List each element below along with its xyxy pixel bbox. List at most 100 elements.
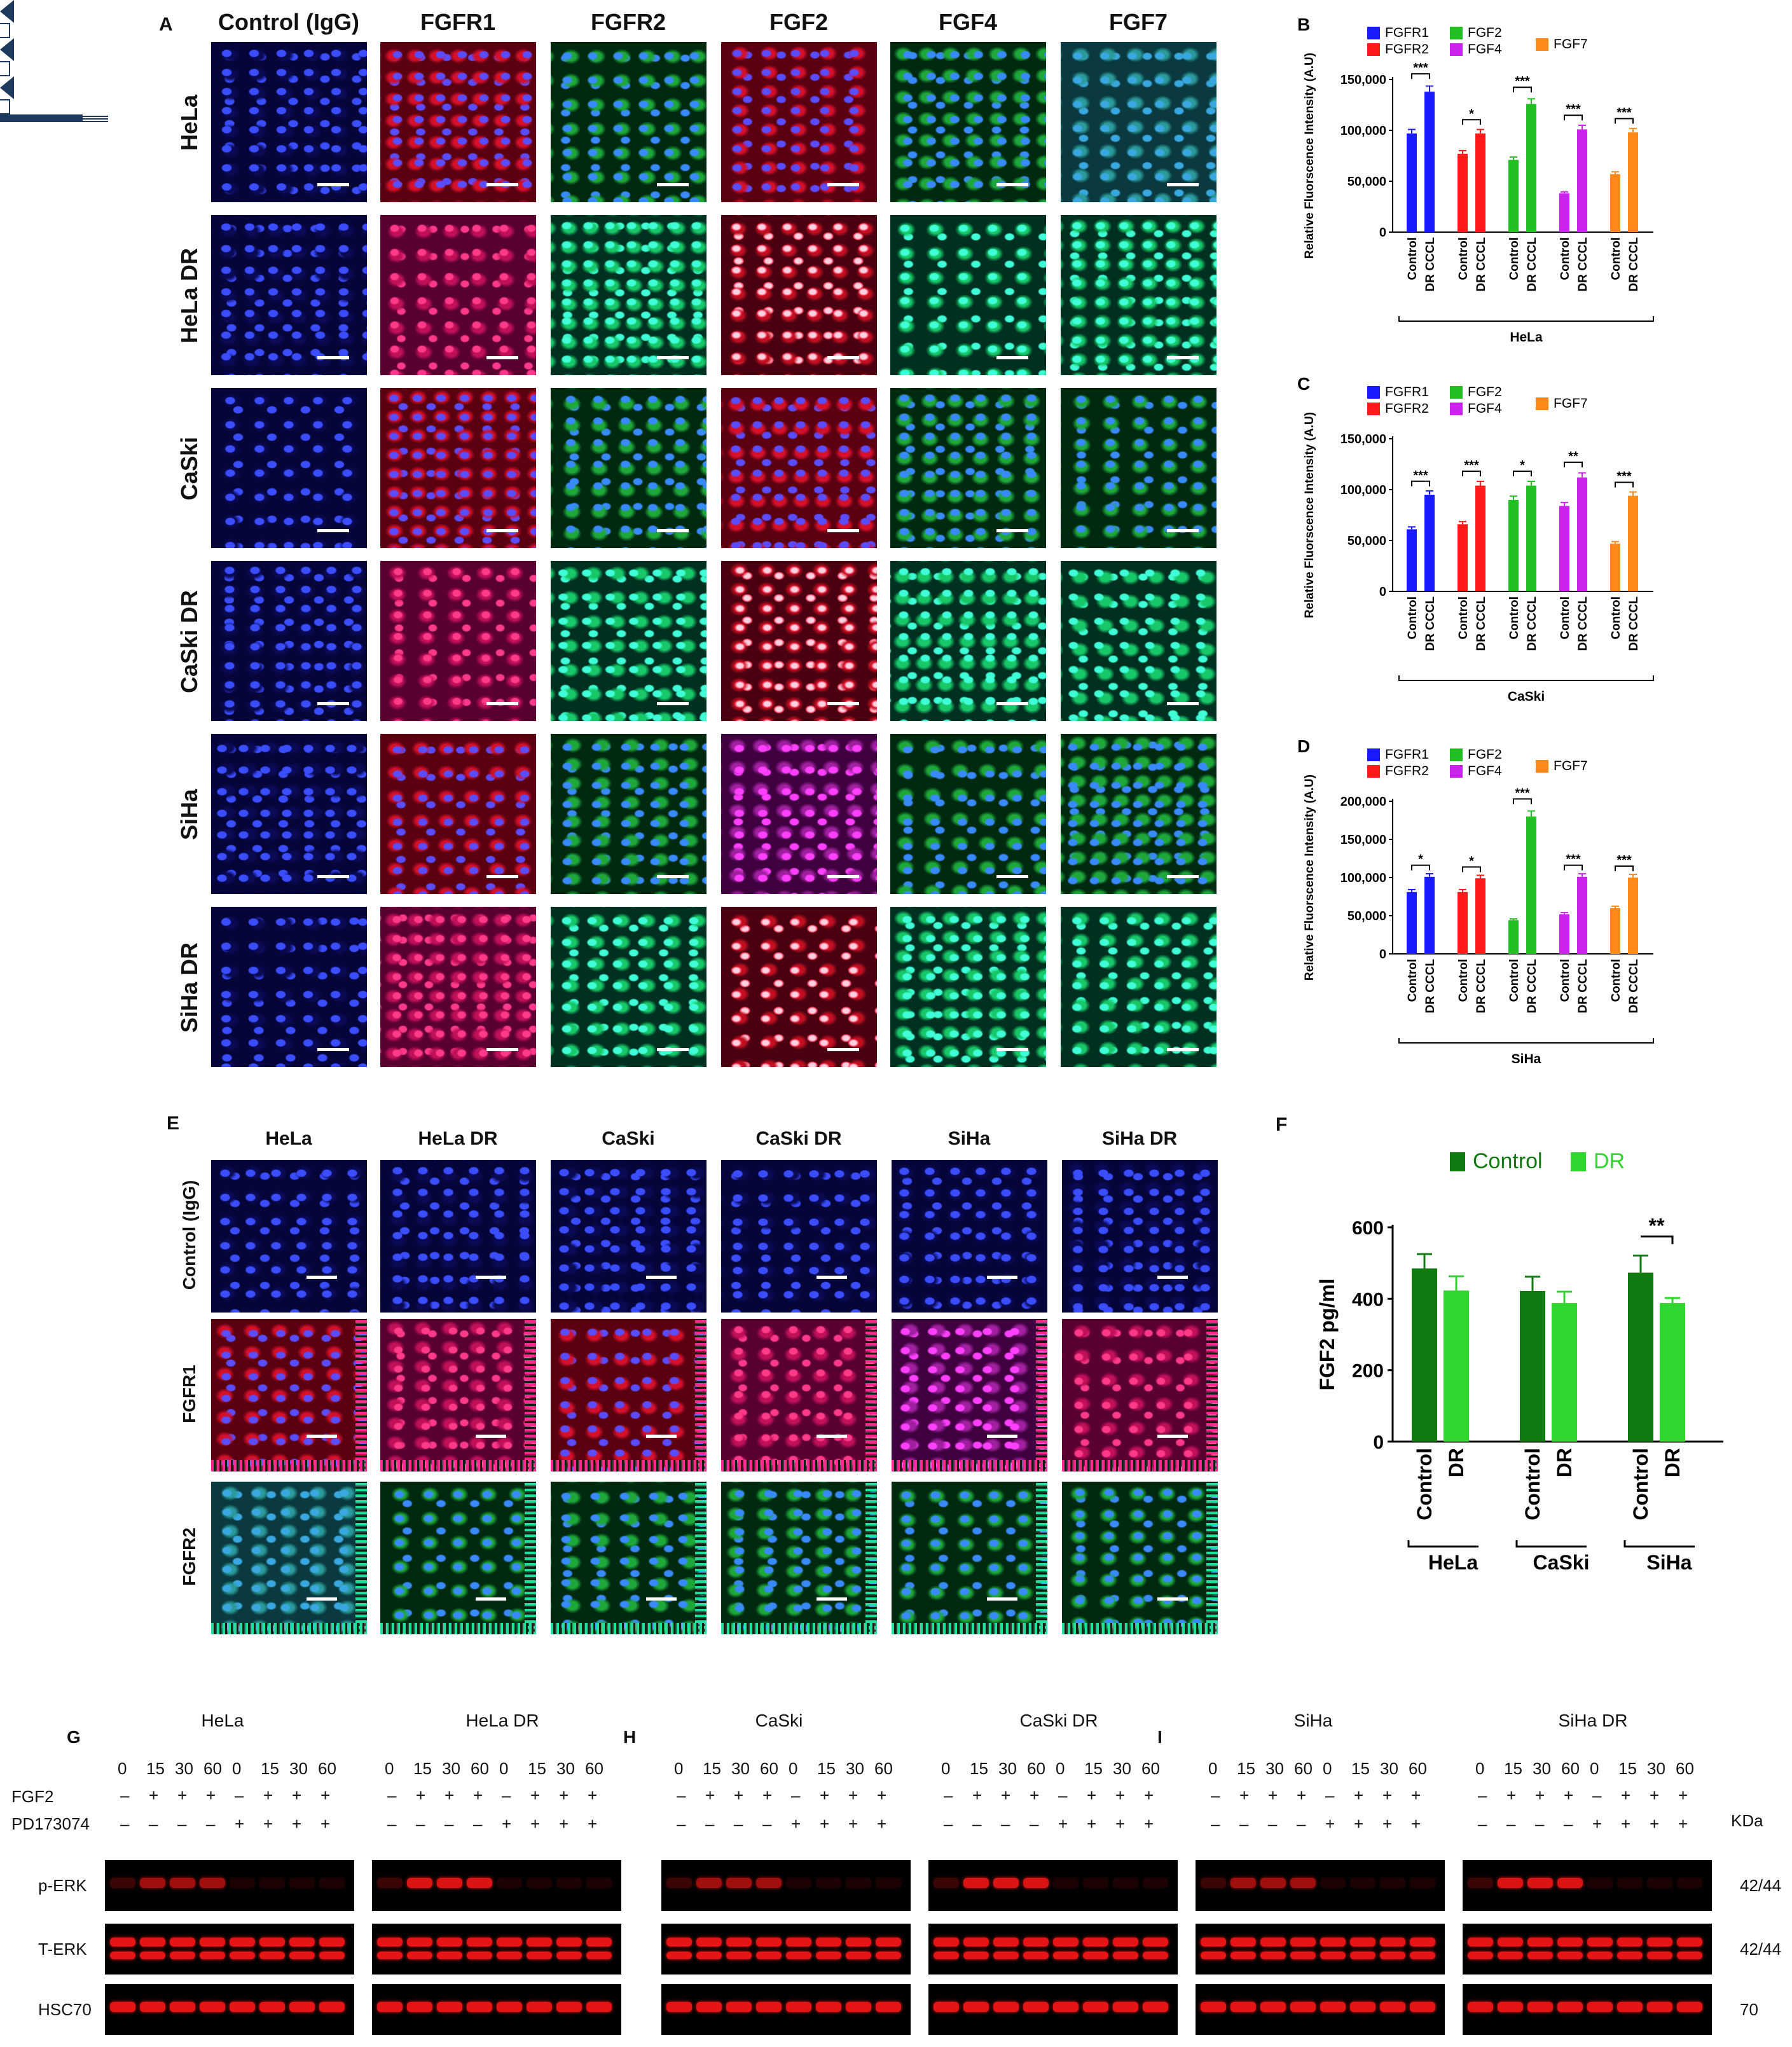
protein-band xyxy=(527,1878,552,1888)
protein-band xyxy=(1290,1952,1316,1959)
significance-label: *** xyxy=(1413,61,1428,75)
protein-band xyxy=(1498,1878,1523,1888)
x-axis-label: CaSki xyxy=(1508,689,1545,704)
legend-label: FGF2 xyxy=(1468,25,1502,40)
bar xyxy=(1628,1272,1653,1442)
y-tick-label: 150,000 xyxy=(1341,73,1386,87)
protein-band xyxy=(1410,1938,1435,1947)
fgf2-row-label: FGF2 xyxy=(11,1787,54,1806)
left-arrow-icon xyxy=(0,0,14,23)
protein-band xyxy=(1647,1878,1672,1888)
group-label: HeLa xyxy=(1428,1551,1478,1574)
protein-band xyxy=(497,1952,522,1959)
micrograph-tile xyxy=(890,907,1046,1067)
scale-bar xyxy=(987,1435,1017,1438)
blot-image xyxy=(1196,1984,1445,2035)
micrograph-tile xyxy=(1061,561,1216,721)
protein-band xyxy=(993,1938,1019,1947)
blot-image xyxy=(372,1924,621,1975)
chart-f: Control DR 0 200 400 600 FGF2 pg/ml Control DR He… xyxy=(1316,1149,1723,1574)
protein-band xyxy=(289,2002,315,2012)
orthogonal-view-strip xyxy=(380,1623,536,1634)
protein-band xyxy=(1587,1878,1613,1888)
bar xyxy=(1475,485,1485,591)
orthogonal-view-strip xyxy=(1036,1482,1047,1634)
bar-category-label: DR CCCL xyxy=(1475,237,1488,292)
left-arrow-icon xyxy=(0,99,10,114)
protein-band xyxy=(527,2002,552,2012)
time-point-label: 0 xyxy=(499,1759,509,1778)
protein-band xyxy=(140,1938,165,1947)
time-point-label: 60 xyxy=(760,1759,778,1778)
protein-band xyxy=(1410,1878,1435,1888)
protein-band xyxy=(1350,2002,1375,2012)
time-point-label: 0 xyxy=(1475,1759,1485,1778)
bar xyxy=(1552,1303,1577,1442)
orthogonal-view-strip xyxy=(211,1623,367,1634)
legend-swatch xyxy=(1450,403,1463,415)
bar-category-label: Control xyxy=(1508,959,1521,1002)
protein-band xyxy=(200,1952,225,1959)
legend-label: FGF2 xyxy=(1468,385,1502,399)
micrograph-tile xyxy=(721,215,877,375)
fgf2-treatment-sign: – xyxy=(1478,1786,1487,1805)
blot-image xyxy=(661,1984,911,2035)
protein-band xyxy=(1410,2002,1435,2012)
orthogonal-view-strip xyxy=(1062,1623,1218,1634)
scale-bar xyxy=(317,356,349,359)
micrograph-tile xyxy=(1062,1482,1218,1634)
legend-label: FGF2 xyxy=(1468,747,1502,762)
significance-label: *** xyxy=(1515,74,1530,88)
protein-band xyxy=(1617,1938,1643,1947)
protein-band xyxy=(1498,1952,1523,1959)
micrograph-tile xyxy=(551,1160,706,1313)
protein-band xyxy=(319,1952,345,1959)
bar xyxy=(1610,908,1620,954)
pd-treatment-sign: + xyxy=(1650,1814,1660,1833)
protein-band xyxy=(1143,1938,1168,1947)
protein-band xyxy=(467,1878,492,1888)
y-tick-label: 200 xyxy=(1352,1361,1384,1382)
protein-band xyxy=(1260,2002,1286,2012)
micrograph-tile xyxy=(380,1319,536,1471)
group-bracket xyxy=(1407,1540,1478,1548)
protein-band xyxy=(816,1952,841,1959)
bar-category-label: DR CCCL xyxy=(1475,959,1488,1014)
significance-bracket xyxy=(1615,865,1634,871)
time-point-label: 15 xyxy=(1618,1759,1637,1778)
protein-band xyxy=(230,1952,255,1959)
scale-bar xyxy=(646,1435,677,1438)
protein-band xyxy=(846,1878,871,1888)
pd-treatment-sign: + xyxy=(1058,1814,1068,1833)
scale-bar xyxy=(1167,529,1199,532)
micrograph-tile xyxy=(211,1319,367,1471)
protein-band xyxy=(1320,1938,1346,1947)
protein-band xyxy=(586,1938,612,1947)
legend-label: FGFR1 xyxy=(1385,385,1429,399)
bar xyxy=(1444,1290,1469,1442)
protein-band xyxy=(786,1938,811,1947)
time-point-label: 0 xyxy=(1590,1759,1599,1778)
protein-band xyxy=(110,1878,135,1888)
protein-band xyxy=(1290,2002,1316,2012)
protein-band xyxy=(259,1938,285,1947)
orthogonal-view-strip xyxy=(211,1460,367,1471)
protein-band xyxy=(1380,1938,1405,1947)
pd-treatment-sign: – xyxy=(1564,1814,1573,1833)
significance-bracket xyxy=(1615,118,1634,124)
legend-label: FGFR2 xyxy=(1385,401,1429,416)
protein-band xyxy=(1201,1878,1226,1888)
panel-e-column-header: SiHa DR xyxy=(1101,1128,1178,1149)
protein-band xyxy=(407,1938,432,1947)
pd-treatment-sign: – xyxy=(1268,1814,1278,1833)
micrograph-tile xyxy=(380,734,536,894)
blot-image xyxy=(928,1984,1178,2035)
y-tick-label: 400 xyxy=(1352,1289,1384,1310)
bar xyxy=(1577,477,1587,591)
protein-band xyxy=(230,2002,255,2012)
significance-label: *** xyxy=(1464,458,1479,472)
blot-cell-line-title: CaSki xyxy=(755,1711,803,1730)
bar xyxy=(1508,500,1519,591)
protein-band xyxy=(1053,1952,1079,1959)
micrograph-tile xyxy=(721,1319,877,1471)
